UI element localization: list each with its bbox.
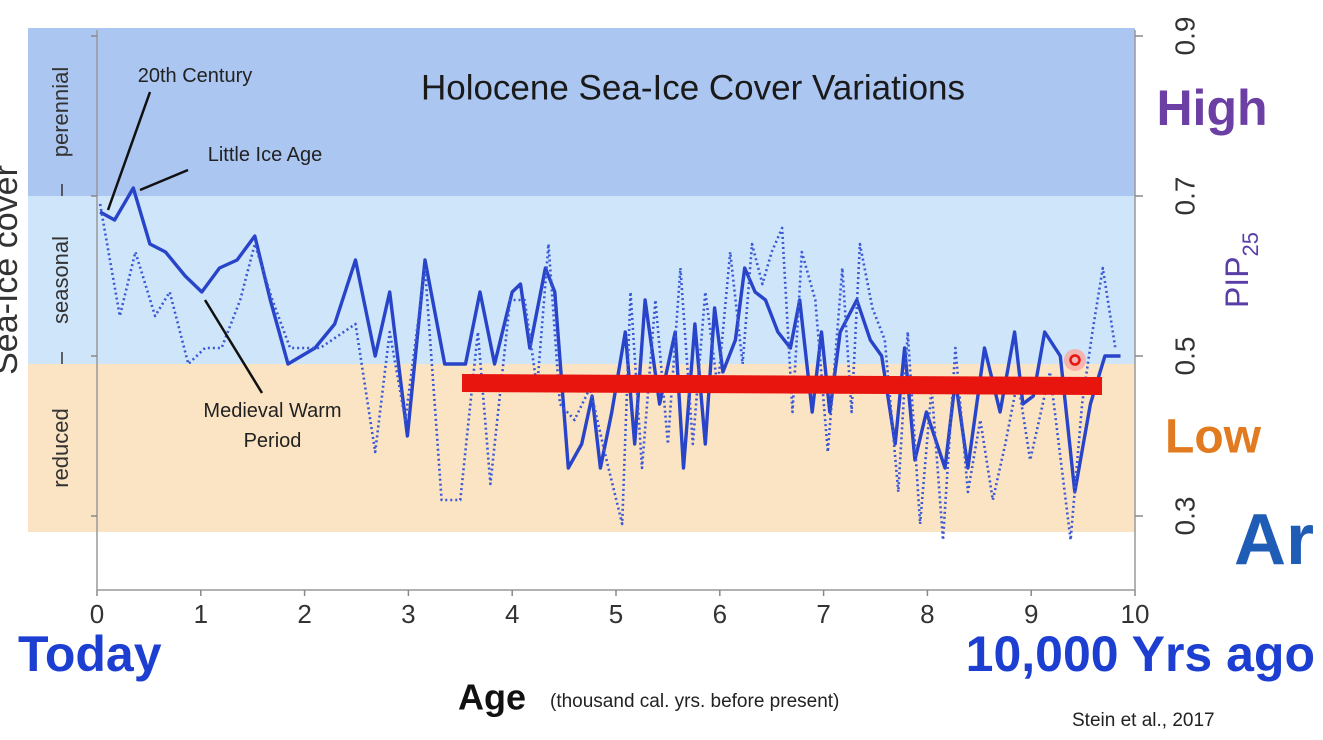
y2-axis-label: PIP25 (1219, 232, 1262, 308)
x-tick-label: 3 (401, 599, 415, 629)
annotation: 20th Century (137, 65, 253, 87)
x-tick-label: 1 (194, 599, 208, 629)
red-dot (1069, 354, 1081, 366)
y-tick-label: 0.9 (1169, 17, 1200, 56)
leader-line (139, 168, 189, 192)
red-marker-stroke (461, 374, 1103, 395)
x-tick-label: 8 (920, 599, 934, 629)
x-tick-label: 7 (816, 599, 830, 629)
start-label: Today (18, 626, 162, 682)
high-label: High (1156, 80, 1267, 136)
x-tick-label: 0 (90, 599, 104, 629)
low-label: Low (1165, 411, 1262, 464)
dotted-line (98, 203, 1117, 542)
y-axis-label: Sea-Ice cover (0, 165, 25, 375)
x-tick-label: 10 (1121, 599, 1150, 629)
red-dot-glow (1064, 349, 1086, 371)
x-tick-label: 4 (505, 599, 519, 629)
end-label: 10,000 Yrs ago (966, 626, 1315, 682)
annotation: Little Ice Age (207, 144, 323, 166)
band (28, 28, 1135, 196)
x-tick-label: 5 (609, 599, 623, 629)
x-tick-label: 6 (713, 599, 727, 629)
y2-label-sub: 25 (1238, 232, 1263, 256)
chart-title: Holocene Sea-Ice Cover Variations (421, 68, 965, 107)
x-tick-label: 2 (297, 599, 311, 629)
y2-axis-label-text: PIP25 (1219, 232, 1262, 308)
leader-line (203, 299, 264, 394)
source: Stein et al., 2017 (1072, 710, 1215, 731)
annotation: Medieval Warm Period (203, 400, 342, 452)
cut-label: Ar (1234, 500, 1314, 580)
y-tick-label: 0.5 (1169, 337, 1200, 376)
band-label: perennial (48, 67, 73, 158)
band-label: reduced (48, 408, 73, 488)
band-label: seasonal (48, 236, 73, 324)
x-tick-label: 9 (1024, 599, 1038, 629)
y-tick-label: 0.7 (1169, 177, 1200, 216)
leader-line (106, 91, 152, 211)
x-axis-label: Age (458, 677, 526, 718)
x-axis-label-note: (thousand cal. yrs. before present) (550, 691, 839, 712)
band (28, 196, 1135, 364)
y2-label-main: PIP (1219, 256, 1255, 308)
y-tick-label: 0.3 (1169, 497, 1200, 536)
